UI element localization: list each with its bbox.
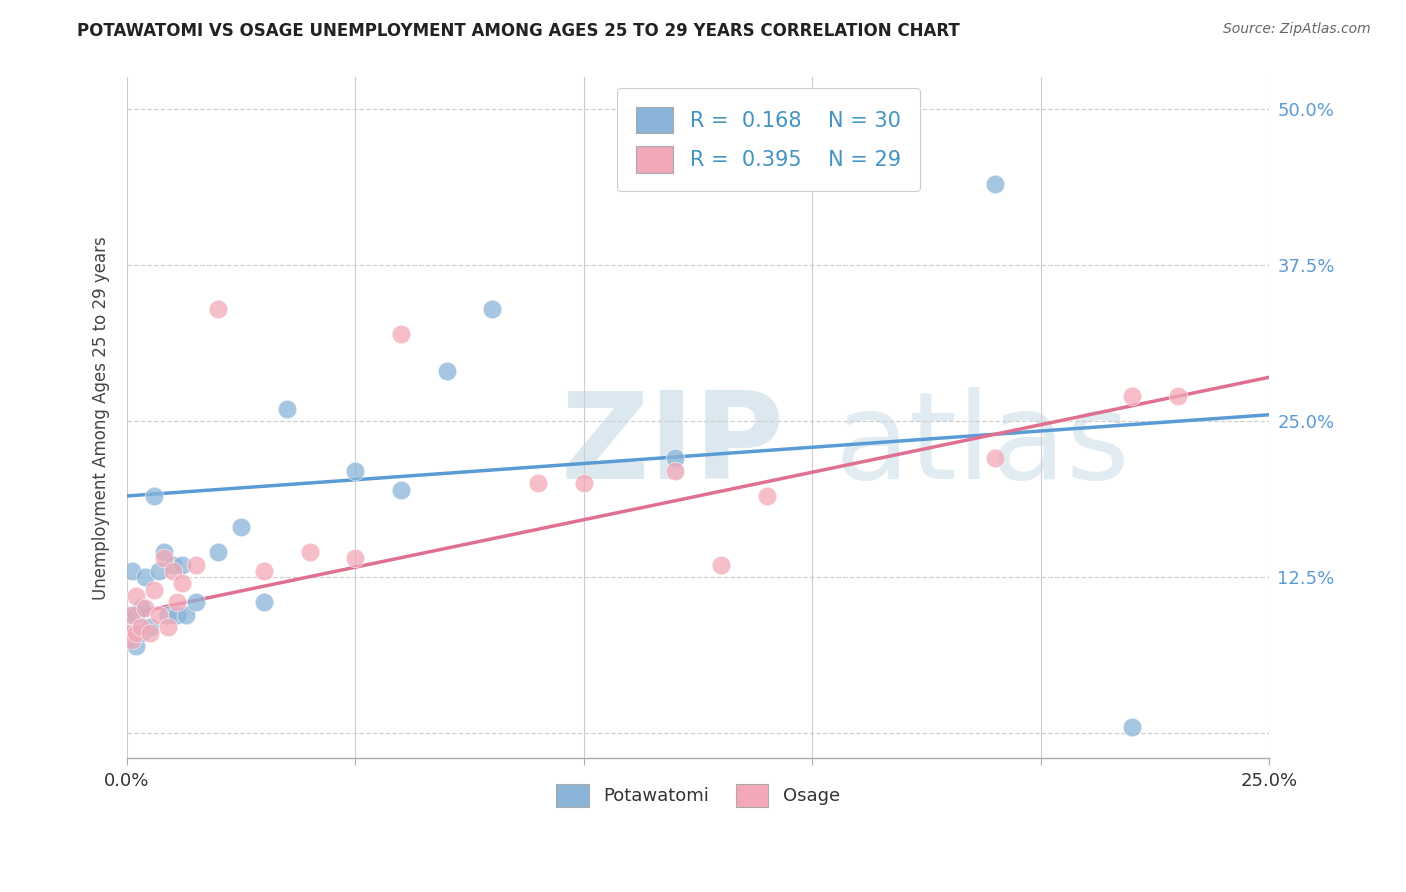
- Text: ZIP: ZIP: [561, 386, 785, 504]
- Point: [157, 607, 180, 622]
- Point: [253, 564, 276, 578]
- Point: [207, 301, 229, 316]
- Point: [143, 489, 166, 503]
- Point: [115, 607, 138, 622]
- Point: [129, 626, 152, 640]
- Point: [139, 626, 162, 640]
- Point: [664, 451, 686, 466]
- Point: [170, 558, 193, 572]
- Point: [166, 607, 188, 622]
- Point: [298, 545, 321, 559]
- Point: [436, 364, 458, 378]
- Point: [253, 595, 276, 609]
- Point: [143, 582, 166, 597]
- Point: [129, 601, 152, 615]
- Point: [755, 489, 778, 503]
- Text: Source: ZipAtlas.com: Source: ZipAtlas.com: [1223, 22, 1371, 37]
- Point: [125, 626, 148, 640]
- Point: [125, 639, 148, 653]
- Text: atlas: atlas: [835, 386, 1130, 504]
- Point: [984, 177, 1007, 191]
- Point: [152, 545, 174, 559]
- Point: [710, 558, 733, 572]
- Point: [207, 545, 229, 559]
- Point: [176, 607, 198, 622]
- Point: [121, 626, 143, 640]
- Point: [121, 564, 143, 578]
- Point: [162, 558, 184, 572]
- Point: [170, 576, 193, 591]
- Point: [121, 607, 143, 622]
- Point: [121, 632, 143, 647]
- Legend: Potawatomi, Osage: Potawatomi, Osage: [548, 776, 848, 814]
- Point: [184, 558, 207, 572]
- Point: [157, 620, 180, 634]
- Point: [125, 607, 148, 622]
- Point: [166, 595, 188, 609]
- Point: [134, 570, 156, 584]
- Point: [139, 620, 162, 634]
- Point: [664, 464, 686, 478]
- Point: [389, 483, 412, 497]
- Point: [527, 476, 550, 491]
- Point: [134, 601, 156, 615]
- Point: [115, 632, 138, 647]
- Point: [276, 401, 298, 416]
- Point: [481, 301, 503, 316]
- Text: POTAWATOMI VS OSAGE UNEMPLOYMENT AMONG AGES 25 TO 29 YEARS CORRELATION CHART: POTAWATOMI VS OSAGE UNEMPLOYMENT AMONG A…: [77, 22, 960, 40]
- Point: [231, 520, 253, 534]
- Point: [162, 564, 184, 578]
- Point: [1121, 720, 1143, 734]
- Point: [389, 326, 412, 341]
- Point: [148, 607, 170, 622]
- Point: [344, 551, 367, 566]
- Point: [1121, 389, 1143, 403]
- Point: [152, 551, 174, 566]
- Point: [1167, 389, 1189, 403]
- Y-axis label: Unemployment Among Ages 25 to 29 years: Unemployment Among Ages 25 to 29 years: [93, 236, 110, 599]
- Point: [148, 564, 170, 578]
- Point: [984, 451, 1007, 466]
- Point: [184, 595, 207, 609]
- Point: [129, 620, 152, 634]
- Point: [115, 626, 138, 640]
- Point: [572, 476, 595, 491]
- Point: [344, 464, 367, 478]
- Point: [125, 589, 148, 603]
